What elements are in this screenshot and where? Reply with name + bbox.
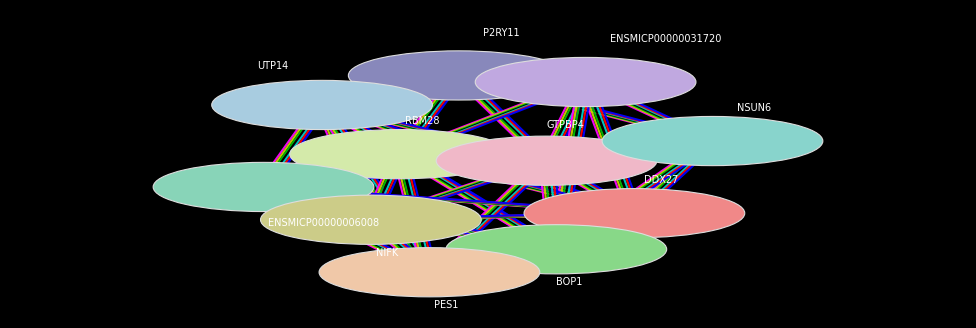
Ellipse shape: [212, 80, 432, 130]
Text: PES1: PES1: [434, 300, 459, 310]
Ellipse shape: [348, 51, 569, 100]
Ellipse shape: [602, 116, 823, 166]
Ellipse shape: [524, 189, 745, 238]
Ellipse shape: [446, 225, 667, 274]
Text: DDX27: DDX27: [644, 175, 678, 185]
Ellipse shape: [436, 136, 657, 185]
Text: GTPBP4: GTPBP4: [547, 120, 585, 130]
Text: UTP14: UTP14: [257, 61, 288, 71]
Ellipse shape: [153, 162, 374, 212]
Ellipse shape: [261, 195, 481, 244]
Text: NIFK: NIFK: [376, 248, 398, 257]
Text: ENSMICP00000006008: ENSMICP00000006008: [268, 218, 380, 228]
Ellipse shape: [290, 130, 510, 179]
Text: NSUN6: NSUN6: [737, 103, 771, 113]
Ellipse shape: [475, 57, 696, 107]
Text: BOP1: BOP1: [556, 277, 583, 287]
Text: P2RY11: P2RY11: [483, 28, 520, 38]
Text: ENSMICP00000031720: ENSMICP00000031720: [610, 34, 721, 44]
Ellipse shape: [319, 248, 540, 297]
Text: RBM28: RBM28: [405, 116, 439, 126]
